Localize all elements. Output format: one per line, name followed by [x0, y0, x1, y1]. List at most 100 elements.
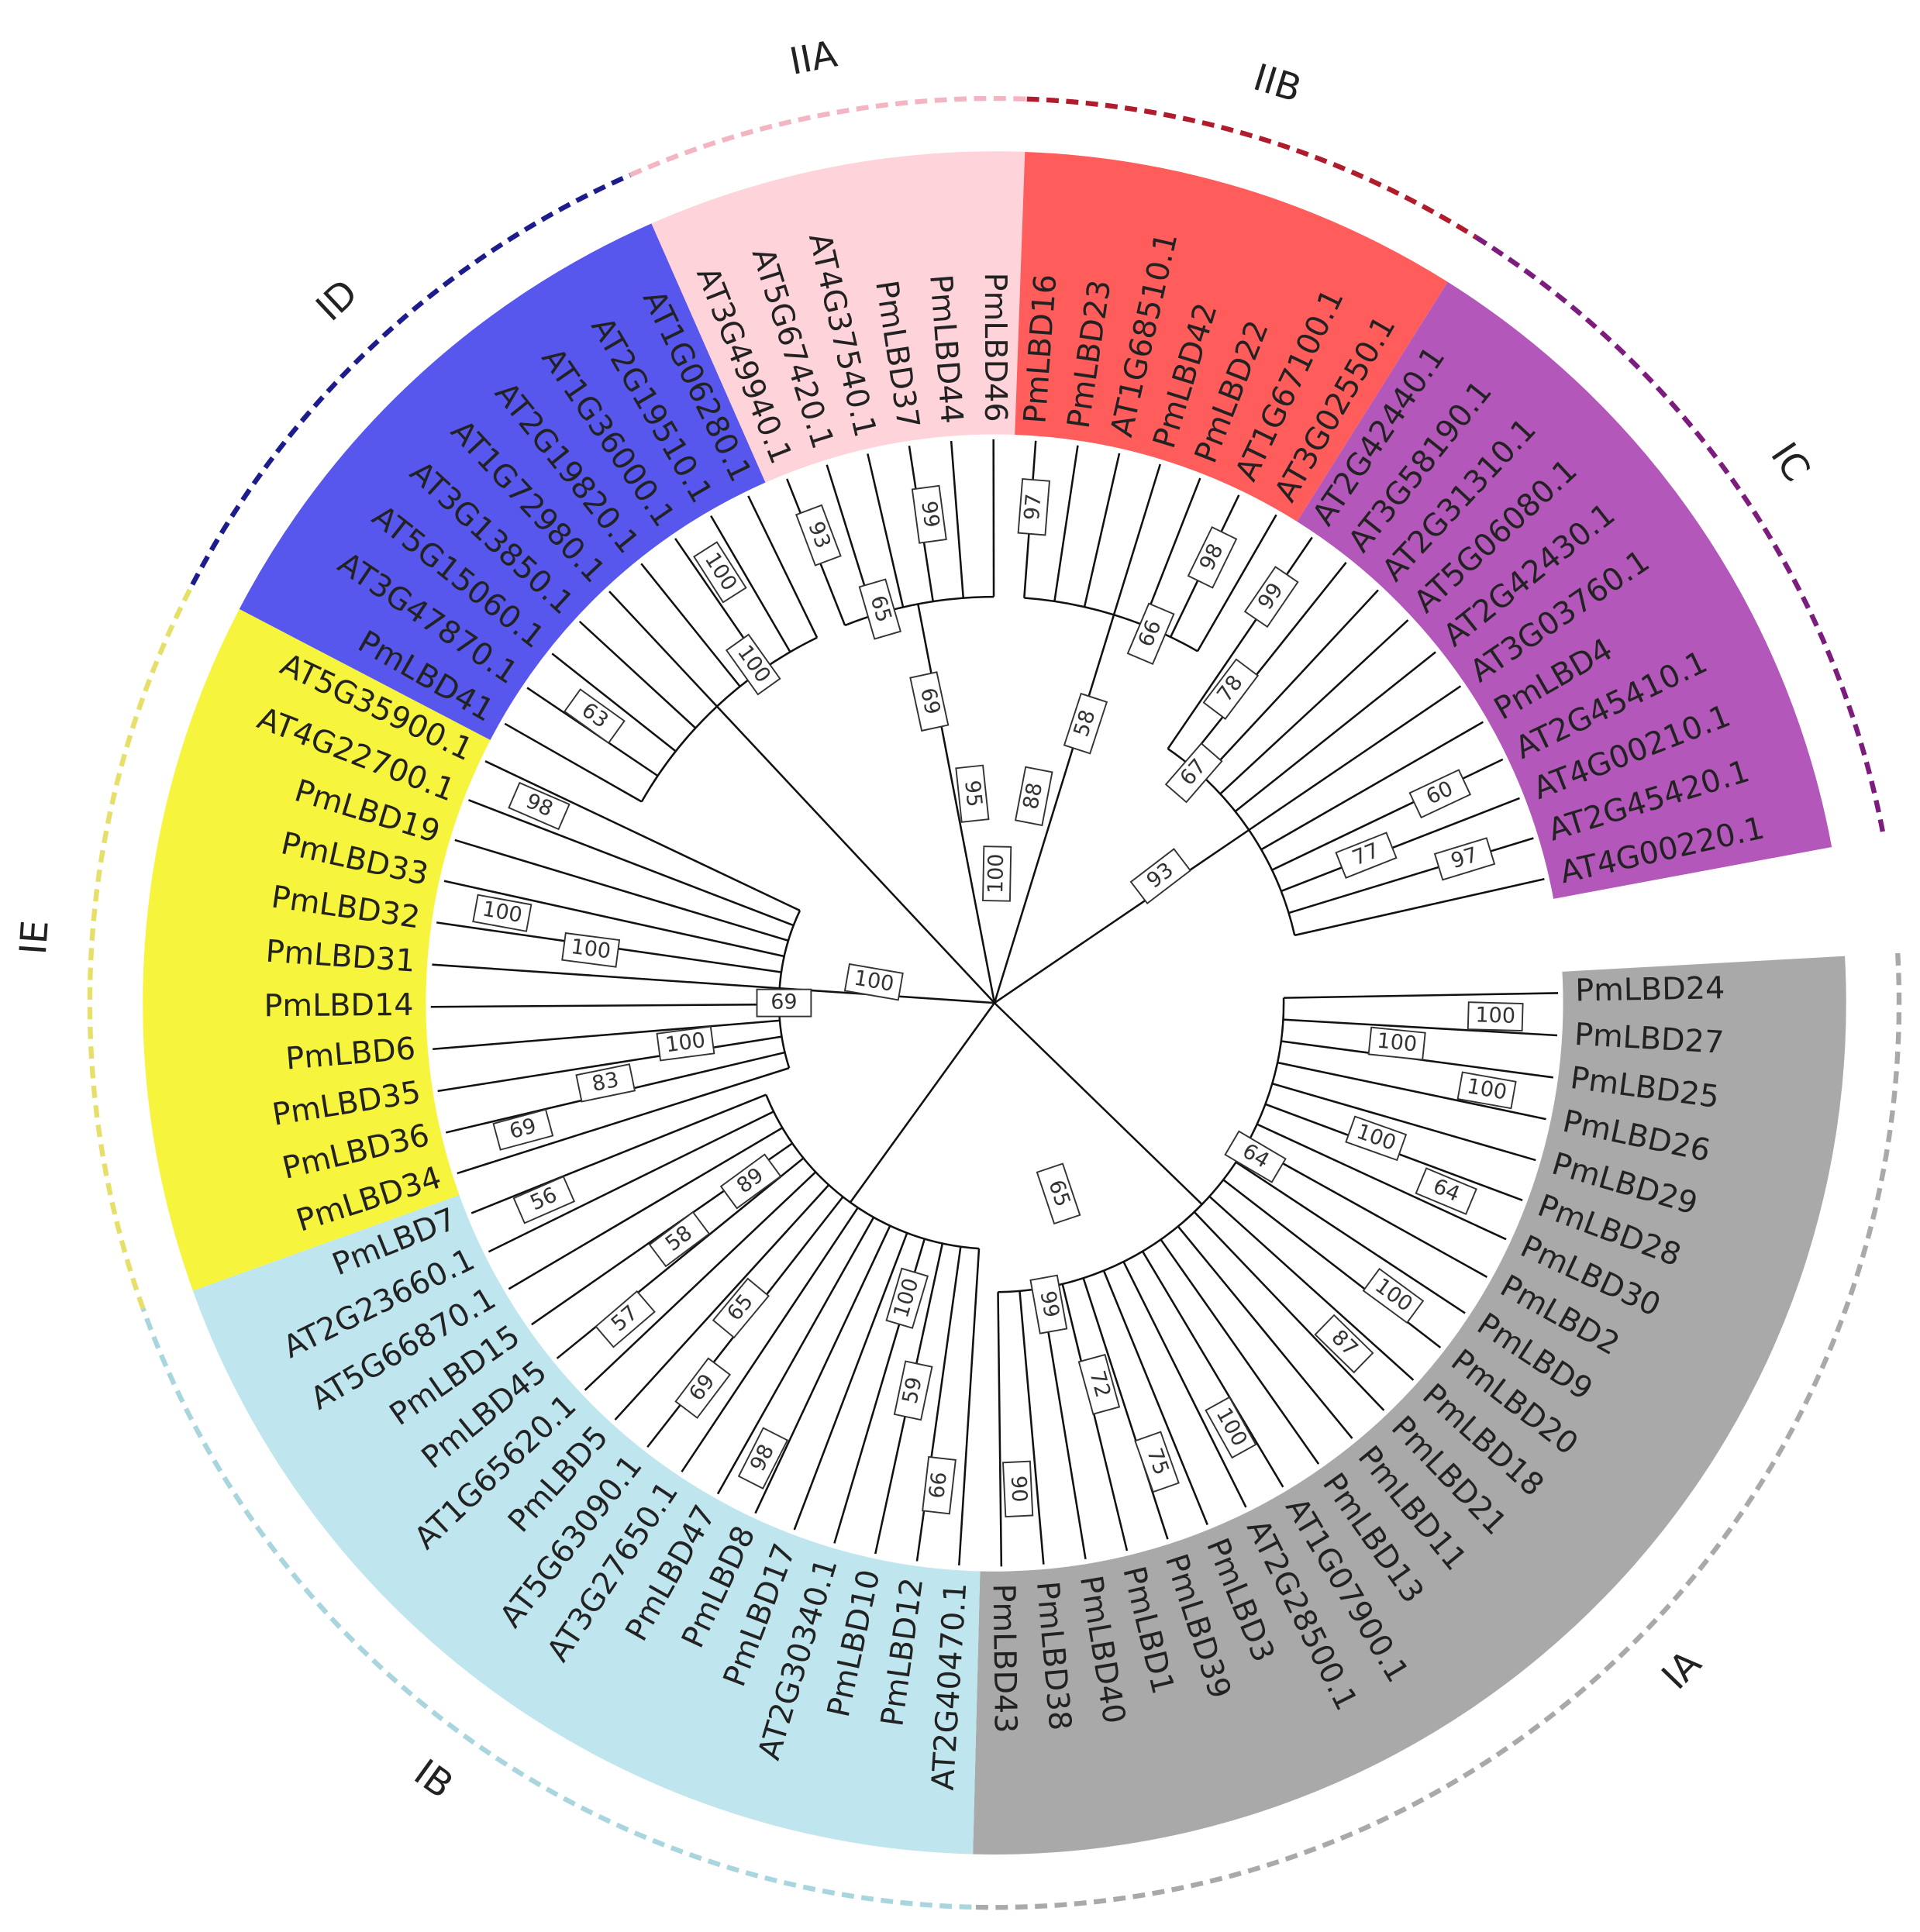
- branch: [958, 1248, 981, 1566]
- bootstrap-box: [693, 541, 747, 604]
- branch: [551, 653, 677, 752]
- bootstrap-box: [512, 1175, 576, 1224]
- bootstrap-box: [1456, 1071, 1517, 1110]
- branch: [1271, 758, 1504, 871]
- branch: [1288, 837, 1534, 914]
- bootstrap-box: [1036, 1162, 1081, 1225]
- branch: [614, 1184, 830, 1421]
- leaf-label: PmLBD27: [1574, 1017, 1725, 1061]
- bootstrap: 65: [1036, 1162, 1081, 1225]
- clade-label: IC: [1762, 436, 1818, 490]
- bootstrap-box: [1014, 766, 1053, 827]
- bootstrap: 64: [1415, 1167, 1477, 1215]
- bootstrap-box: [492, 1108, 554, 1151]
- bootstrap-box: [1408, 769, 1472, 819]
- bootstrap-value: 99: [916, 500, 943, 529]
- bootstrap-box: [1187, 525, 1238, 589]
- branch: [1141, 477, 1201, 625]
- branch: [1256, 1123, 1507, 1241]
- bootstrap-value: 100: [1475, 1003, 1515, 1028]
- clade-arc: [1026, 96, 1477, 239]
- bootstrap-value: 69: [915, 686, 945, 717]
- bootstrap-box: [1202, 658, 1260, 720]
- bootstrap-box: [1029, 1274, 1068, 1334]
- clade-sector: [192, 1195, 981, 1855]
- branch: [1185, 561, 1347, 763]
- bootstrap: 100: [656, 1025, 715, 1062]
- bootstrap-box: [575, 1063, 636, 1103]
- bootstrap: 69: [492, 1108, 554, 1151]
- branch: [1102, 1270, 1208, 1525]
- bootstrap: 100: [561, 932, 621, 968]
- bootstrap-box: [922, 1455, 957, 1515]
- branch: [1083, 453, 1121, 608]
- branch: [608, 591, 718, 708]
- bootstrap: 90: [1002, 1460, 1034, 1518]
- branch: [1283, 1018, 1558, 1037]
- bootstrap: 93: [795, 504, 842, 567]
- branch: [1284, 992, 1559, 999]
- clade-arc: [140, 1307, 972, 1910]
- bootstrap-box: [1433, 837, 1496, 881]
- bootstrap-box: [561, 932, 621, 968]
- clade-label: IE: [12, 919, 57, 956]
- bootstrap-box: [982, 845, 1012, 902]
- bootstrap: 88: [1014, 766, 1053, 827]
- branch: [484, 760, 801, 912]
- clade-sector: [1015, 152, 1448, 522]
- bootstrap-box: [1415, 1167, 1477, 1215]
- branch: [1122, 1261, 1247, 1508]
- branch: [1040, 1288, 1087, 1560]
- branch: [430, 1003, 780, 1008]
- bootstrap-value: 100: [984, 853, 1008, 894]
- bootstrap: 100: [1362, 1267, 1425, 1324]
- bootstrap: 77: [1335, 832, 1398, 879]
- bootstrap: 83: [575, 1063, 636, 1103]
- bootstrap-box: [719, 1153, 782, 1210]
- branch: [508, 1127, 783, 1290]
- branch: [867, 453, 905, 608]
- leaf-label: PmLBD43: [986, 1583, 1023, 1734]
- branch: [793, 1232, 908, 1531]
- bootstrap-box: [1314, 1314, 1374, 1374]
- branch: [997, 1292, 1003, 1567]
- leaf-label: PmLBD24: [1575, 970, 1725, 1008]
- branch: [994, 1002, 1203, 1205]
- bootstrap: 59: [893, 1360, 933, 1421]
- branch: [716, 1217, 875, 1495]
- branch: [433, 1019, 781, 1050]
- bootstrap-value: 66: [925, 1471, 952, 1500]
- branch: [1248, 685, 1462, 832]
- clade-sector: [143, 608, 491, 1291]
- bootstrap-box: [674, 1357, 731, 1419]
- bootstrap: 66: [922, 1455, 957, 1515]
- clade-sector: [1297, 281, 1832, 899]
- branch: [849, 1002, 995, 1204]
- branch: [1061, 1283, 1129, 1551]
- bootstrap: 97: [1017, 477, 1050, 536]
- branch: [1235, 1161, 1466, 1314]
- bootstrap: 99: [911, 484, 947, 544]
- bootstrap-box: [756, 988, 812, 1018]
- branch: [443, 880, 784, 958]
- bootstrap: 65: [858, 578, 901, 640]
- branch: [1193, 1211, 1385, 1411]
- bootstrap-value: 97: [1020, 493, 1046, 522]
- bootstrap-box: [737, 1427, 789, 1489]
- branch: [716, 705, 995, 1004]
- branch: [1294, 878, 1545, 937]
- bootstrap: 97: [1433, 837, 1496, 881]
- bootstrap: 100: [1367, 1026, 1426, 1061]
- branch: [994, 828, 1250, 1004]
- leaf-label: PmLBD46: [977, 273, 1013, 422]
- branch: [1196, 514, 1277, 652]
- bootstrap-box: [725, 633, 781, 696]
- branch: [950, 440, 965, 598]
- branch: [437, 1035, 782, 1093]
- bootstrap: 87: [1314, 1314, 1374, 1374]
- branch: [578, 620, 697, 729]
- bootstrap-box: [843, 963, 904, 1001]
- bootstrap-box: [795, 504, 842, 567]
- bootstrap: 69: [674, 1357, 731, 1419]
- bootstrap: 99: [1243, 566, 1299, 629]
